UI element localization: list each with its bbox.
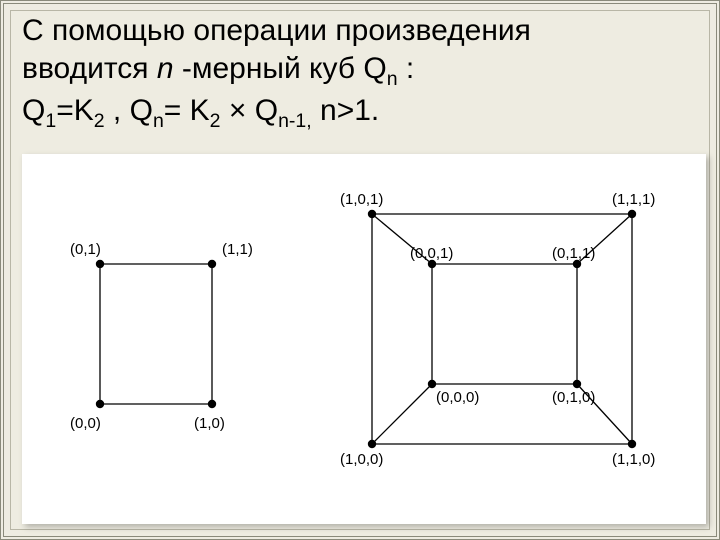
node-label: (0,0,0) [436, 389, 479, 406]
node [628, 210, 636, 218]
line2-n: n [157, 52, 174, 85]
node-label: (1,0,1) [340, 191, 383, 208]
node-label: (0,1,1) [552, 245, 595, 262]
line3-a: Q [22, 94, 45, 127]
node [96, 260, 104, 268]
line3-subnm1: n-1, [278, 110, 312, 132]
line2-c: : [398, 52, 415, 85]
node [96, 400, 104, 408]
line3-c: , Q [105, 94, 153, 127]
line3-sub1: 1 [45, 110, 56, 132]
node [368, 440, 376, 448]
line3-d: = K [164, 94, 210, 127]
node [628, 440, 636, 448]
node-label: (1,1,0) [612, 451, 655, 468]
node-label: (1,0,0) [340, 451, 383, 468]
node-label: (0,0) [70, 415, 101, 432]
diagram-panel: (0,0)(1,0)(0,1)(1,1) (1,0,0)(1,1,0)(1,0,… [22, 154, 706, 524]
line3-b: =K [56, 94, 94, 127]
slide: С помощью операции произведения вводится… [0, 0, 720, 540]
line2-b: -мерный куб Q [174, 52, 387, 85]
line2-a: вводится [22, 52, 157, 85]
node-label: (0,0,1) [410, 245, 453, 262]
node [208, 400, 216, 408]
node-label: (1,1,1) [612, 191, 655, 208]
line3-sub2: 2 [94, 110, 105, 132]
q2-graph: (0,0) (1,0) (0,1) (1,1) [70, 241, 253, 432]
node [208, 260, 216, 268]
q3-graph: (1,0,0) (1,1,0) (1,0,1) (1,1,1) (0,0,0) (0,1,… [340, 191, 655, 468]
line3-subn: n [153, 110, 164, 132]
definition-text: С помощью операции произведения вводится… [22, 12, 698, 134]
node-label: (0,1,0) [552, 389, 595, 406]
line3-sub2b: 2 [210, 110, 221, 132]
node-label: (1,0) [194, 415, 225, 432]
node-label: (1,1) [222, 241, 253, 258]
node [573, 380, 581, 388]
line3-e: × Q [221, 94, 279, 127]
node-label: (0,1) [70, 241, 101, 258]
edge [372, 384, 432, 444]
node [368, 210, 376, 218]
line3-f: n>1. [312, 94, 380, 127]
hypercube-svg: (0,0)(1,0)(0,1)(1,1) (1,0,0)(1,1,0)(1,0,… [22, 154, 706, 524]
node [428, 380, 436, 388]
line2-sub-n: n [387, 68, 398, 90]
line1: С помощью операции произведения [22, 14, 531, 47]
